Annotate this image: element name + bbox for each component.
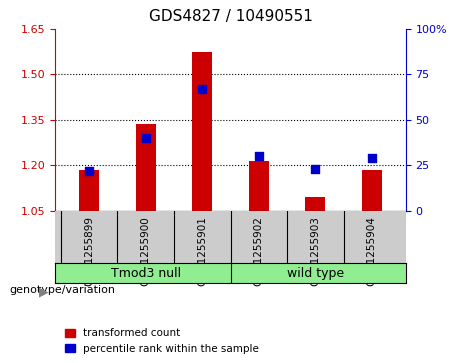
Title: GDS4827 / 10490551: GDS4827 / 10490551: [148, 9, 313, 24]
Text: genotype/variation: genotype/variation: [9, 285, 115, 295]
Text: GSM1255902: GSM1255902: [254, 216, 264, 286]
Bar: [249, 161, 269, 211]
Bar: [136, 125, 156, 211]
Point: [86, 168, 93, 174]
Bar: [192, 52, 212, 211]
Bar: [79, 170, 99, 211]
Text: GSM1255900: GSM1255900: [141, 216, 151, 286]
Point: [142, 135, 149, 141]
Text: ▶: ▶: [39, 285, 49, 298]
Bar: [305, 197, 325, 211]
Text: wild type: wild type: [287, 267, 344, 280]
Point: [368, 155, 375, 161]
Text: GSM1255903: GSM1255903: [310, 216, 320, 286]
Point: [199, 86, 206, 92]
Text: GSM1255904: GSM1255904: [367, 216, 377, 286]
Text: GSM1255901: GSM1255901: [197, 216, 207, 286]
Point: [312, 166, 319, 172]
Text: Tmod3 null: Tmod3 null: [111, 267, 181, 280]
Text: GSM1255899: GSM1255899: [84, 216, 94, 286]
Point: [255, 153, 262, 159]
Bar: [362, 170, 382, 211]
Legend: transformed count, percentile rank within the sample: transformed count, percentile rank withi…: [60, 324, 264, 358]
